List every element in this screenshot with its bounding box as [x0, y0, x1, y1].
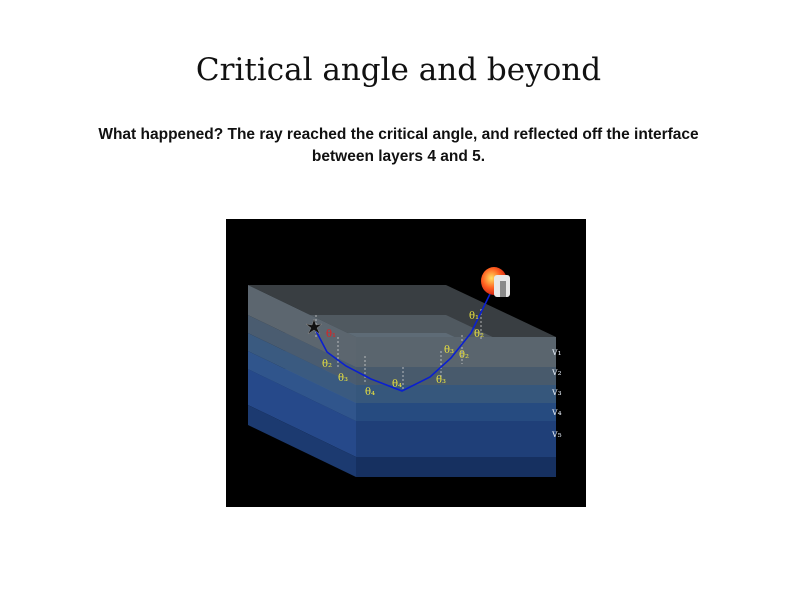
source-star-icon — [305, 318, 323, 335]
ray-path — [313, 293, 491, 392]
velocity-label: v₅ — [551, 429, 562, 440]
up-angle-label: θ₁ — [469, 311, 479, 322]
down-angle-label: θ₄ — [365, 387, 375, 398]
velocity-label: v₃ — [551, 387, 562, 398]
receiver-icon — [481, 267, 510, 297]
velocity-label: v₁ — [551, 347, 562, 358]
up-angle-label: θ₃ — [436, 375, 446, 386]
diagram-svg: θ₁ θ₂ θ₃ θ₄ θ₄ θ₃ θ₃ θ₂ θ₂ θ₁ θ₁ v₁ v₂ v… — [248, 267, 562, 477]
up-angle-label: θ₃ — [444, 345, 454, 356]
up-angle-label: θ₂ — [474, 329, 484, 340]
down-angle-labels: θ₂ θ₃ θ₄ — [322, 359, 375, 398]
up-angle-labels: θ₄ θ₃ θ₃ θ₂ θ₂ θ₁ — [392, 311, 484, 390]
down-angle-label: θ₂ — [322, 359, 332, 370]
source-angle-label: θ₁ — [326, 329, 336, 340]
layer-5-base — [356, 457, 556, 477]
up-angle-label: θ₄ — [392, 379, 402, 390]
layer-5-base-side — [248, 405, 356, 477]
velocity-labels: v₁ v₂ v₃ v₄ v₅ — [551, 347, 562, 440]
layer-1 — [248, 285, 556, 367]
velocity-label: v₂ — [551, 367, 562, 378]
slide-title: Critical angle and beyond — [195, 52, 602, 88]
velocity-label: v₄ — [551, 407, 562, 418]
layered-earth-diagram: θ₁ θ₂ θ₃ θ₄ θ₄ θ₃ θ₃ θ₂ θ₂ θ₁ θ₁ v₁ v₂ v… — [226, 219, 586, 507]
up-angle-label: θ₂ — [459, 350, 469, 361]
slide-caption: What happened? The ray reached the criti… — [98, 126, 699, 165]
down-angle-label: θ₃ — [338, 373, 348, 384]
